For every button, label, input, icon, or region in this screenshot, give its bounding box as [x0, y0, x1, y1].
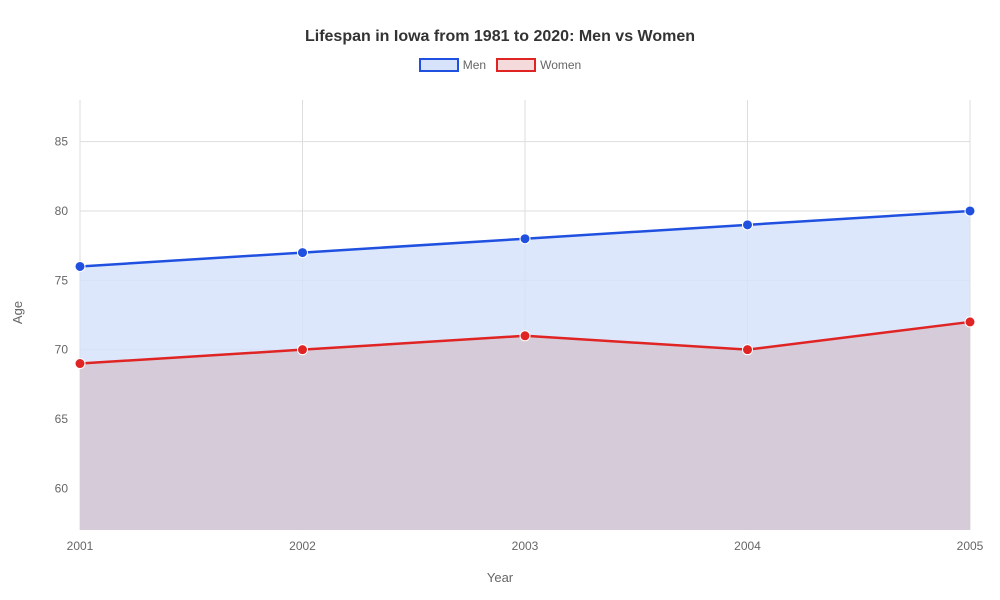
marker-women	[965, 317, 975, 327]
chart-svg: 60 65 70 75 80 85 2001 2002 2003 2004 2005	[0, 0, 1000, 600]
y-tick-label: 70	[55, 343, 69, 357]
x-tick-label: 2004	[734, 539, 761, 553]
marker-men	[75, 261, 85, 271]
x-tick-label: 2003	[512, 539, 539, 553]
x-tick-label: 2002	[289, 539, 316, 553]
marker-men	[298, 248, 308, 258]
y-tick-label: 85	[55, 135, 69, 149]
marker-women	[75, 359, 85, 369]
x-tick-label: 2005	[957, 539, 984, 553]
y-tick-label: 65	[55, 412, 69, 426]
marker-men	[743, 220, 753, 230]
y-tick-label: 75	[55, 273, 69, 287]
y-tick-label: 60	[55, 481, 69, 495]
marker-women	[520, 331, 530, 341]
y-axis-label: Age	[10, 301, 25, 324]
x-axis-label: Year	[0, 570, 1000, 585]
y-tick-label: 80	[55, 204, 69, 218]
marker-women	[743, 345, 753, 355]
x-tick-label: 2001	[67, 539, 94, 553]
chart-container: Lifespan in Iowa from 1981 to 2020: Men …	[0, 0, 1000, 600]
marker-women	[298, 345, 308, 355]
marker-men	[520, 234, 530, 244]
marker-men	[965, 206, 975, 216]
